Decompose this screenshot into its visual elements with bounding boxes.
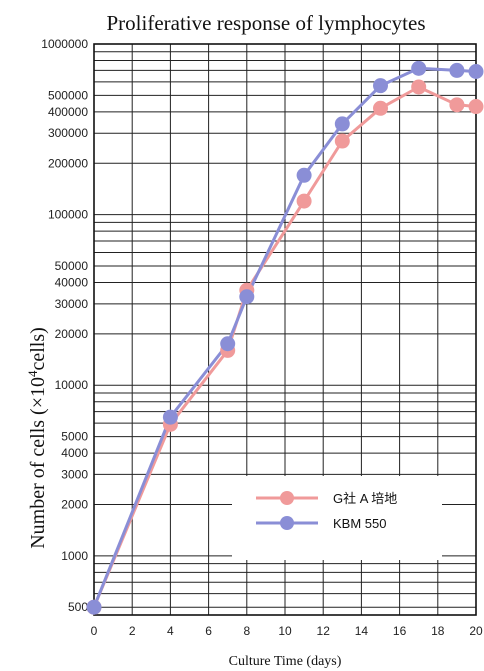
legend-label-g-medium: G社 A 培地 [333,491,397,506]
y-tick-label: 3000 [61,467,88,481]
series-line-1 [92,66,477,608]
y-axis-label-exponent: 4 [25,370,40,377]
data-point-series-0 [373,100,388,116]
x-tick-label: 8 [243,624,250,638]
data-point-series-0 [468,99,484,115]
y-tick-labels: 500 1000 2000 3000 4000 5000 10000 20000 30000 40… [41,37,88,614]
x-tick-label: 6 [205,624,212,638]
y-tick-label: 30000 [55,297,89,311]
x-tick-label: 12 [317,624,331,638]
legend-box [232,476,442,560]
data-point-series-0 [334,133,350,149]
x-tick-label: 10 [278,624,292,638]
data-point-series-1 [220,336,236,352]
y-tick-label: 100000 [48,208,88,222]
y-tick-label: 5000 [61,430,88,444]
x-tick-label: 0 [91,624,98,638]
x-tick-label: 4 [167,624,174,638]
data-point-series-0 [449,97,465,113]
y-tick-label: 40000 [55,276,89,290]
data-point-series-1 [468,63,484,79]
data-point-series-0 [296,193,312,209]
data-point-series-1 [449,62,465,78]
x-tick-label: 16 [393,624,407,638]
y-tick-label: 50000 [55,259,89,273]
y-tick-label: 1000 [61,549,88,563]
legend: G社 A 培地 KBM 550 [232,476,442,560]
data-point-series-1 [334,116,350,132]
legend-marker-g-medium [280,491,294,505]
data-point-series-1 [86,599,102,615]
y-tick-label: 4000 [61,446,88,460]
plot-frame [93,43,477,616]
y-tick-label: 20000 [55,327,89,341]
x-tick-label: 2 [129,624,136,638]
x-tick-label: 20 [469,624,483,638]
y-tick-label: 500000 [48,88,88,102]
y-axis-label: Number of cells (×104cells) [25,327,49,549]
y-tick-label: 1000000 [41,37,88,51]
legend-marker-kbm550 [280,516,294,530]
y-tick-label: 300000 [48,126,88,140]
chart-title: Proliferative response of lymphocytes [107,11,426,35]
x-tick-labels: 0 2 4 6 8 10 12 14 16 18 20 [91,624,483,638]
y-tick-label: 500 [68,600,88,614]
data-point-series-0 [411,79,427,95]
data-point-series-1 [296,167,312,183]
data-point-series-1 [239,289,255,305]
data-point-series-1 [373,78,388,94]
series-line-0 [92,85,477,608]
series-lines [92,66,477,608]
y-tick-label: 2000 [61,497,88,511]
x-tick-label: 14 [355,624,369,638]
x-tick-label: 18 [431,624,445,638]
data-point-series-1 [411,60,427,76]
x-axis-label: Culture Time (days) [229,654,342,669]
legend-label-kbm550: KBM 550 [333,516,386,531]
y-tick-label: 200000 [48,156,88,170]
series-points [86,60,484,615]
y-axis-label-prefix: Number of cells (×10 [27,377,49,549]
y-tick-label: 400000 [48,105,88,119]
y-tick-label: 10000 [55,378,89,392]
data-point-series-1 [162,409,178,425]
y-axis-label-suffix: cells) [27,327,49,370]
